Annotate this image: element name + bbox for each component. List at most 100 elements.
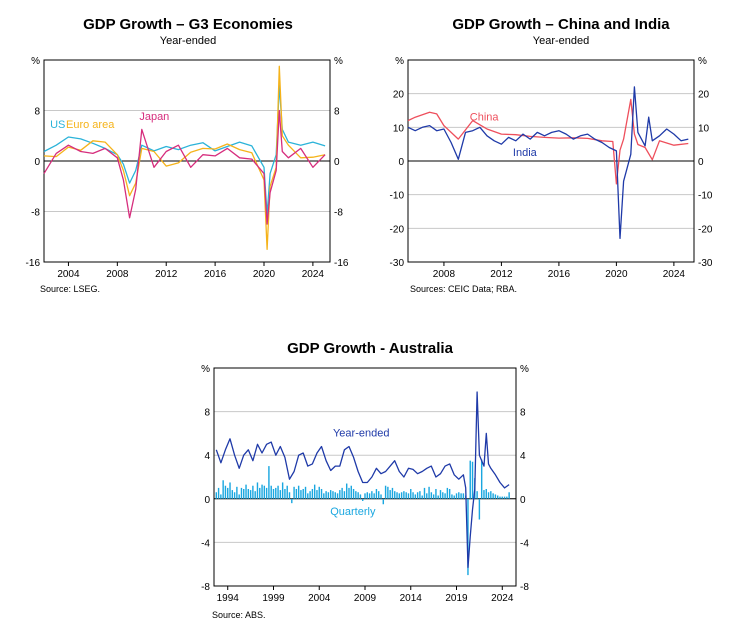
- chart-ci-ytick-left: 20: [393, 90, 405, 101]
- chart-au-bar: [348, 487, 350, 499]
- chart-g3-ytick-right: 8: [334, 107, 340, 118]
- chart-au-ytick-right: -8: [520, 582, 529, 593]
- chart-au-bar: [483, 490, 485, 499]
- chart-ci-ytick-right: 20: [698, 90, 710, 101]
- chart-au-bar: [405, 492, 407, 499]
- chart-au-ytick-right: -4: [520, 538, 529, 549]
- chart-au-bar: [231, 490, 234, 499]
- chart-ci-series-line-china: [407, 98, 689, 185]
- chart-ci-ytick-left: -20: [390, 224, 405, 235]
- chart-au-bar: [430, 492, 433, 499]
- chart-g3-ytick-left: -16: [26, 258, 41, 269]
- chart-ci-ytick-right: -20: [698, 224, 713, 235]
- chart-au-bar: [437, 495, 439, 499]
- chart-au-bar: [307, 493, 309, 499]
- chart-ci-panel: GDP Growth – China and India Year-ended …: [378, 8, 744, 308]
- chart-g3-xtick-label: 2016: [204, 269, 227, 280]
- chart-au-bar: [501, 496, 503, 499]
- chart-au-bar: [490, 491, 492, 499]
- chart-au-bar: [325, 491, 327, 499]
- chart-g3-series-label: Japan: [139, 111, 169, 123]
- chart-au-bar: [256, 482, 259, 499]
- chart-au-xtick-label: 1994: [217, 593, 240, 604]
- chart-au-bar: [373, 493, 375, 499]
- chart-au-source: Source: ABS.: [212, 610, 266, 620]
- chart-au-bar: [275, 487, 277, 499]
- chart-au-ytick-left: 0: [204, 495, 210, 506]
- chart-au-bar: [487, 492, 490, 499]
- chart-au-bar: [233, 492, 236, 499]
- chart-au-bar: [478, 498, 481, 520]
- chart-au-bar: [480, 459, 483, 499]
- chart-au-xtick-label: 2019: [445, 593, 468, 604]
- chart-au-bar: [494, 494, 497, 499]
- chart-au-bar: [291, 498, 293, 504]
- chart-au-ytick-right: 0: [520, 495, 526, 506]
- chart-au-bar: [458, 492, 460, 499]
- chart-au-bar: [435, 488, 437, 499]
- chart-g3-frame: [43, 59, 331, 263]
- chart-au-bar: [412, 492, 414, 499]
- chart-au-bar: [444, 493, 446, 499]
- chart-ci-subtitle: Year-ended: [532, 35, 590, 47]
- chart-ci-ytick-right: -30: [698, 258, 713, 269]
- chart-au-bar: [318, 486, 320, 499]
- chart-au-bar: [368, 493, 371, 499]
- chart-au-bar: [371, 491, 373, 499]
- chart-au-bar: [400, 492, 403, 499]
- chart-au-xtick-label: 2004: [308, 593, 331, 604]
- chart-au-bar: [288, 492, 291, 499]
- chart-au-bar: [238, 494, 240, 499]
- chart-au-bar: [485, 488, 487, 499]
- chart-au-bar: [261, 484, 263, 499]
- chart-au-bar: [421, 495, 423, 499]
- chart-au-bar: [293, 486, 295, 499]
- chart-au-bar: [414, 494, 417, 499]
- chart-au-bar: [277, 485, 279, 499]
- chart-au-bar: [313, 484, 316, 499]
- chart-au-bar: [327, 492, 330, 499]
- chart-au-bar: [345, 483, 348, 499]
- chart-g3-panel: GDP Growth – G3 Economies Year-ended -16…: [8, 8, 368, 308]
- chart-au-bar: [279, 490, 282, 499]
- chart-g3-series-line-japan: [43, 109, 326, 225]
- chart-au-bar: [300, 490, 302, 499]
- chart-au-bar: [220, 494, 222, 499]
- chart-au-ytick-right: 8: [520, 408, 526, 419]
- chart-au-bar: [378, 491, 380, 499]
- chart-ci-xtick-label: 2008: [433, 269, 456, 280]
- chart-ci-series-line-india: [407, 86, 689, 240]
- chart-au-bar: [336, 493, 339, 499]
- chart-au-ytick-left: 8: [204, 408, 210, 419]
- chart-au-bar: [492, 493, 494, 499]
- chart-ci-title: GDP Growth – China and India: [452, 16, 670, 33]
- chart-ci-unit-left: %: [395, 56, 404, 67]
- chart-au-bar: [304, 486, 307, 499]
- chart-au-bar: [236, 486, 238, 499]
- chart-au-bar: [339, 490, 341, 499]
- chart-au-bar: [442, 492, 444, 499]
- chart-au-bar: [350, 485, 352, 499]
- chart-ci-frame: [407, 59, 695, 263]
- chart-au-svg: -8 -8 -4 -4 0 0 4 4 8 8% % 1994 1999 2004 2009 2014 2019…: [201, 364, 529, 604]
- chart-au-xtick-label: 1999: [262, 593, 285, 604]
- chart-au-bar: [506, 496, 508, 499]
- chart-au-bar: [471, 461, 474, 499]
- chart-g3-xtick-label: 2008: [106, 269, 129, 280]
- chart-au-bar: [268, 466, 270, 499]
- chart-au-bar: [302, 488, 304, 499]
- chart-au-bar: [329, 490, 332, 499]
- chart-au-bar: [366, 492, 368, 499]
- chart-g3-series-label: US: [50, 119, 65, 131]
- chart-g3-subtitle: Year-ended: [159, 35, 217, 47]
- chart-au-ytick-left: 4: [204, 451, 210, 462]
- chart-au-xtick-label: 2024: [491, 593, 514, 604]
- chart-au-bar: [407, 493, 410, 499]
- chart-ci-ytick-left: -10: [390, 191, 405, 202]
- chart-au-bar: [469, 460, 471, 499]
- chart-au-bar: [259, 487, 261, 499]
- chart-au-bar: [410, 488, 412, 499]
- chart-ci-xtick-label: 2024: [663, 269, 686, 280]
- chart-g3-ytick-right: -8: [334, 208, 343, 219]
